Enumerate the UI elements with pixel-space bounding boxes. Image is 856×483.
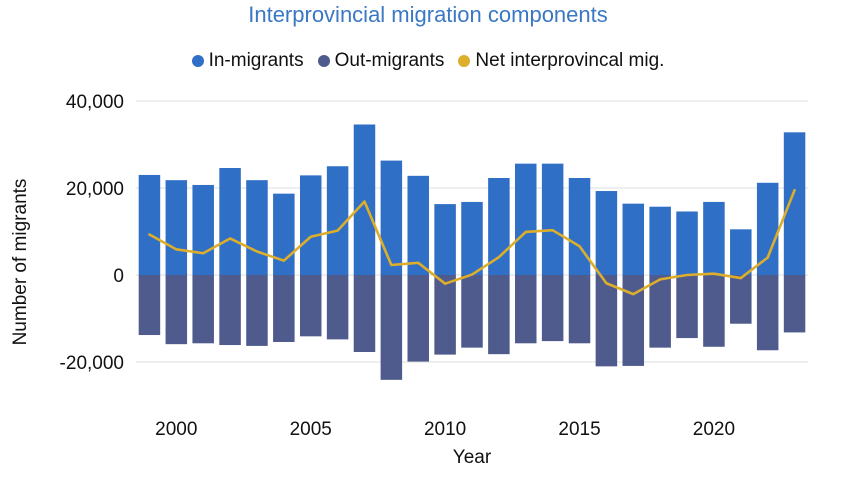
x-tick-label: 2005 (290, 419, 332, 440)
bar-in-migrants (622, 203, 645, 275)
x-tick-label: 2010 (424, 419, 466, 440)
x-tick-label: 2000 (155, 419, 197, 440)
bars-layer (138, 124, 806, 380)
bar-in-migrants (192, 184, 214, 275)
chart-title: Interprovincial migration components (248, 2, 608, 27)
bar-out-migrants (622, 275, 645, 366)
legend-label-net-migration: Net interprovincal mig. (475, 50, 665, 71)
y-axis-title: Number of migrants (10, 179, 31, 346)
legend-swatch-in-migrants (191, 55, 204, 67)
bar-in-migrants (407, 175, 429, 275)
line-layer (148, 188, 796, 296)
bar-out-migrants (541, 275, 564, 342)
bar-in-migrants (273, 193, 295, 275)
bar-out-migrants (219, 275, 241, 346)
bar-out-migrants (326, 275, 349, 340)
bar-out-migrants (676, 275, 698, 339)
bar-out-migrants (730, 275, 752, 324)
y-tick-label: 40,000 (66, 92, 124, 113)
bar-out-migrants (299, 275, 322, 337)
bar-out-migrants (595, 275, 618, 367)
series-line-net-migration (148, 188, 796, 296)
bar-out-migrants (434, 275, 456, 355)
bar-in-migrants (595, 191, 618, 275)
legend-label-in-migrants: In-migrants (208, 50, 304, 71)
x-tick-label: 2020 (693, 419, 735, 440)
bar-in-migrants (380, 160, 403, 275)
bar-in-migrants (219, 167, 241, 275)
bar-in-migrants (488, 177, 510, 275)
chart-legend: In-migrants Out-migrants Net interprovin… (0, 50, 856, 72)
legend-swatch-out-migrants (317, 55, 330, 67)
y-tick-labels: 40,000 20,000 0 -20,000 (60, 92, 124, 374)
bar-out-migrants (515, 275, 537, 344)
bar-out-migrants (703, 275, 725, 347)
bar-in-migrants (138, 174, 161, 275)
bar-in-migrants (703, 201, 725, 275)
bar-in-migrants (299, 175, 322, 275)
bar-in-migrants (783, 132, 806, 275)
bar-in-migrants (461, 201, 483, 275)
bar-in-migrants (246, 180, 268, 275)
bar-in-migrants (353, 124, 376, 276)
x-tick-label: 2015 (558, 419, 600, 440)
bar-out-migrants (488, 275, 510, 355)
bar-out-migrants (407, 275, 429, 362)
bar-out-migrants (461, 275, 483, 348)
bar-out-migrants (353, 275, 376, 352)
bar-out-migrants (756, 275, 779, 351)
bar-in-migrants (568, 177, 591, 275)
legend-item-net-migration: Net interprovincal mig. (458, 50, 664, 72)
bar-out-migrants (783, 275, 806, 333)
bar-in-migrants (649, 206, 671, 275)
bar-out-migrants (192, 275, 214, 344)
y-tick-label: 20,000 (66, 179, 124, 200)
x-tick-labels: 2000 2005 2010 2015 2020 (155, 419, 735, 440)
bar-out-migrants (380, 275, 403, 380)
legend-item-out-migrants: Out-migrants (317, 50, 445, 72)
y-tick-label: -20,000 (60, 353, 124, 374)
bar-in-migrants (165, 180, 188, 275)
bar-in-migrants (756, 182, 779, 275)
y-tick-label: 0 (113, 266, 124, 287)
bar-in-migrants (730, 229, 752, 275)
bar-in-migrants (515, 163, 537, 275)
bar-out-migrants (649, 275, 671, 348)
legend-item-in-migrants: In-migrants (191, 50, 304, 72)
bar-in-migrants (326, 166, 349, 275)
bar-in-migrants (541, 163, 564, 275)
bar-out-migrants (138, 275, 161, 336)
legend-swatch-net-migration (458, 55, 471, 67)
bar-out-migrants (568, 275, 591, 344)
x-axis-title: Year (453, 447, 492, 468)
bar-in-migrants (676, 211, 698, 275)
bar-out-migrants (273, 275, 295, 342)
bar-out-migrants (165, 275, 188, 345)
legend-label-out-migrants: Out-migrants (334, 50, 445, 71)
bar-out-migrants (246, 275, 268, 346)
bar-in-migrants (434, 204, 456, 275)
